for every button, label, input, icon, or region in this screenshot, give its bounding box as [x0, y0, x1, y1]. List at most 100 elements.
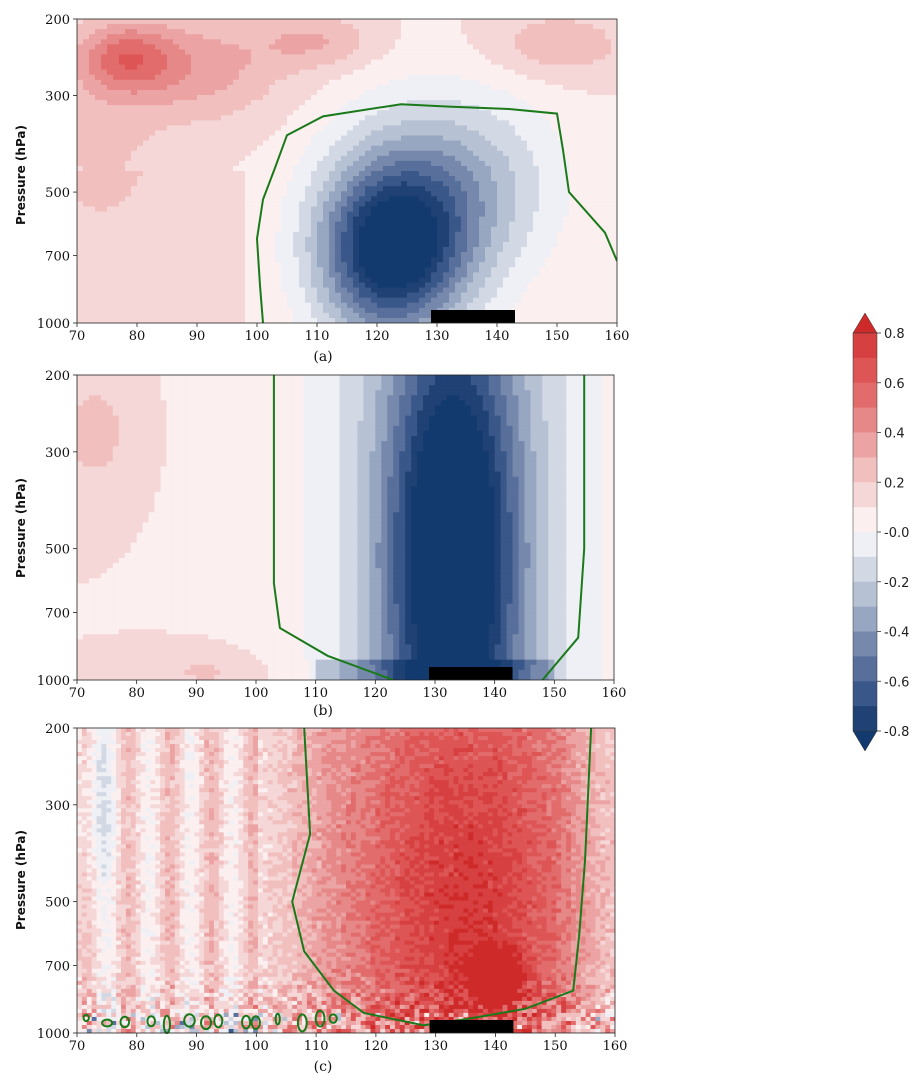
heat-cell [557, 186, 564, 192]
heat-cell [137, 84, 144, 91]
heat-cell [107, 302, 114, 309]
heat-cell [257, 105, 264, 111]
heat-cell [335, 125, 342, 132]
heat-cell [323, 252, 330, 258]
heat-cell [239, 49, 246, 56]
heat-cell [353, 160, 360, 167]
heat-cell [569, 231, 576, 238]
heat-cell [569, 74, 576, 81]
heat-cell [353, 95, 360, 101]
heat-cell [161, 115, 168, 121]
heat-cell [473, 54, 480, 61]
heat-cell [569, 95, 576, 101]
heat-cell [221, 211, 228, 218]
heat-cell [227, 247, 234, 253]
heat-cell [515, 236, 522, 243]
heat-cell [425, 221, 432, 228]
heat-cell [239, 135, 246, 142]
heat-cell [239, 171, 246, 177]
heat-cell [389, 64, 396, 71]
heat-cell [353, 150, 360, 157]
heat-cell [317, 44, 324, 50]
heat-cell [515, 191, 522, 197]
heat-cell [419, 247, 426, 253]
heat-cell [215, 160, 222, 167]
heat-cell [233, 201, 240, 208]
heat-cell [227, 181, 234, 187]
heat-cell [281, 292, 288, 299]
heat-cell [101, 211, 108, 218]
heat-cell [299, 54, 306, 61]
heat-cell [119, 29, 126, 35]
heat-cell [101, 130, 108, 137]
heat-cell [377, 292, 384, 299]
heat-cell [83, 196, 90, 202]
heat-cell [413, 236, 420, 243]
heat-cell [107, 24, 114, 30]
heat-cell [365, 64, 372, 71]
heat-cell [167, 292, 174, 299]
heat-cell [419, 231, 426, 238]
heat-cell [269, 64, 276, 71]
heat-cell [401, 135, 408, 142]
heat-cell [155, 257, 162, 263]
heat-cell [431, 130, 438, 137]
heat-cell [137, 105, 144, 111]
heat-cell [431, 231, 438, 238]
heat-cell [437, 252, 444, 258]
heat-cell [203, 110, 210, 116]
heat-cell [185, 302, 192, 309]
heat-cell [431, 125, 438, 132]
heat-cell [203, 231, 210, 238]
heat-cell [569, 241, 576, 248]
heat-cell [335, 287, 342, 294]
heat-cell [473, 287, 480, 294]
heat-cell [299, 176, 306, 182]
heat-cell [527, 155, 534, 162]
heat-cell [143, 24, 150, 30]
heat-cell [503, 272, 510, 278]
heat-cell [275, 282, 282, 289]
heat-cell [113, 297, 120, 304]
heat-cell [137, 297, 144, 304]
heat-cell [179, 89, 186, 96]
heat-cell [89, 125, 96, 132]
heat-cell [101, 171, 108, 177]
heat-cell [401, 155, 408, 162]
heat-cell [119, 262, 126, 268]
heat-cell [443, 165, 450, 172]
heat-cell [185, 176, 192, 182]
heat-cell [317, 49, 324, 56]
heat-cell [347, 176, 354, 182]
heat-cell [155, 100, 162, 106]
heat-cell [125, 140, 132, 147]
heat-cell [425, 191, 432, 197]
heat-cell [197, 84, 204, 91]
heat-cell [83, 44, 90, 50]
heat-cell [317, 79, 324, 86]
heat-cell [149, 171, 156, 177]
heat-cell [575, 64, 582, 71]
heat-cell [359, 312, 366, 319]
heat-cell [209, 312, 216, 319]
heat-cell [473, 272, 480, 278]
heat-cell [359, 145, 366, 152]
heat-cell [497, 44, 504, 50]
heat-cell [143, 272, 150, 278]
heat-cell [461, 59, 468, 66]
heat-cell [179, 64, 186, 71]
heat-cell [101, 312, 108, 319]
heat-cell [197, 155, 204, 162]
heat-cell [407, 171, 414, 177]
heat-cell [419, 257, 426, 263]
heat-cell [497, 247, 504, 253]
heat-cell [287, 135, 294, 142]
heat-cell [317, 252, 324, 258]
heat-cell [353, 292, 360, 299]
heat-cell [113, 44, 120, 50]
heat-cell [347, 252, 354, 258]
heat-cell [461, 84, 468, 91]
heat-cell [233, 125, 240, 132]
heat-cell [221, 39, 228, 45]
